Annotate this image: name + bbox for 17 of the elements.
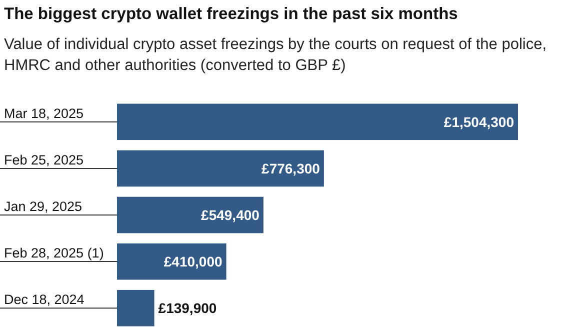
- data-label: £410,000: [164, 254, 222, 270]
- bar: [117, 290, 154, 326]
- bar: [117, 243, 226, 280]
- bar: [117, 150, 324, 187]
- y-tick-label: Feb 25, 2025: [4, 152, 84, 168]
- chart-title: The biggest crypto wallet freezings in the past six months: [4, 5, 458, 23]
- y-tick-label: Dec 18, 2024: [4, 292, 85, 308]
- chart-subtitle: Value of individual crypto asset freezings by the courts on request of the police, HMRC and other authorities (converted to GBP £): [4, 36, 547, 74]
- y-tick-label: Feb 28, 2025 (1): [4, 246, 104, 261]
- y-tick-label: Mar 18, 2025: [4, 106, 84, 121]
- data-label: £776,300: [262, 160, 320, 176]
- bar: [117, 104, 518, 140]
- data-label: £139,900: [158, 300, 217, 316]
- data-label: £549,400: [201, 207, 260, 223]
- bar: [117, 196, 264, 234]
- y-tick-label: Jan 29, 2025: [4, 199, 82, 214]
- data-label: £1,504,300: [444, 114, 514, 130]
